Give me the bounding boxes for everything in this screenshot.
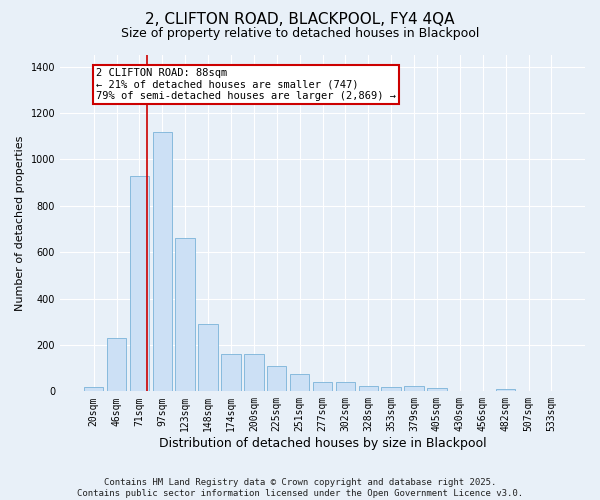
Bar [152,132,172,392]
Text: Contains HM Land Registry data © Crown copyright and database right 2025.
Contai: Contains HM Land Registry data © Crown c… [77,478,523,498]
Bar [84,387,103,392]
Bar [221,354,241,392]
X-axis label: Distribution of detached houses by size in Blackpool: Distribution of detached houses by size … [159,437,487,450]
Bar [290,374,310,392]
Bar [359,386,378,392]
Bar [107,338,126,392]
Bar [313,382,332,392]
Bar [496,390,515,392]
Text: 2 CLIFTON ROAD: 88sqm
← 21% of detached houses are smaller (747)
79% of semi-det: 2 CLIFTON ROAD: 88sqm ← 21% of detached … [96,68,396,101]
Text: Size of property relative to detached houses in Blackpool: Size of property relative to detached ho… [121,28,479,40]
Text: 2, CLIFTON ROAD, BLACKPOOL, FY4 4QA: 2, CLIFTON ROAD, BLACKPOOL, FY4 4QA [145,12,455,28]
Bar [335,382,355,392]
Bar [427,388,446,392]
Y-axis label: Number of detached properties: Number of detached properties [15,136,25,311]
Bar [382,387,401,392]
Bar [404,386,424,392]
Bar [130,176,149,392]
Bar [267,366,286,392]
Bar [175,238,195,392]
Bar [244,354,263,392]
Bar [199,324,218,392]
